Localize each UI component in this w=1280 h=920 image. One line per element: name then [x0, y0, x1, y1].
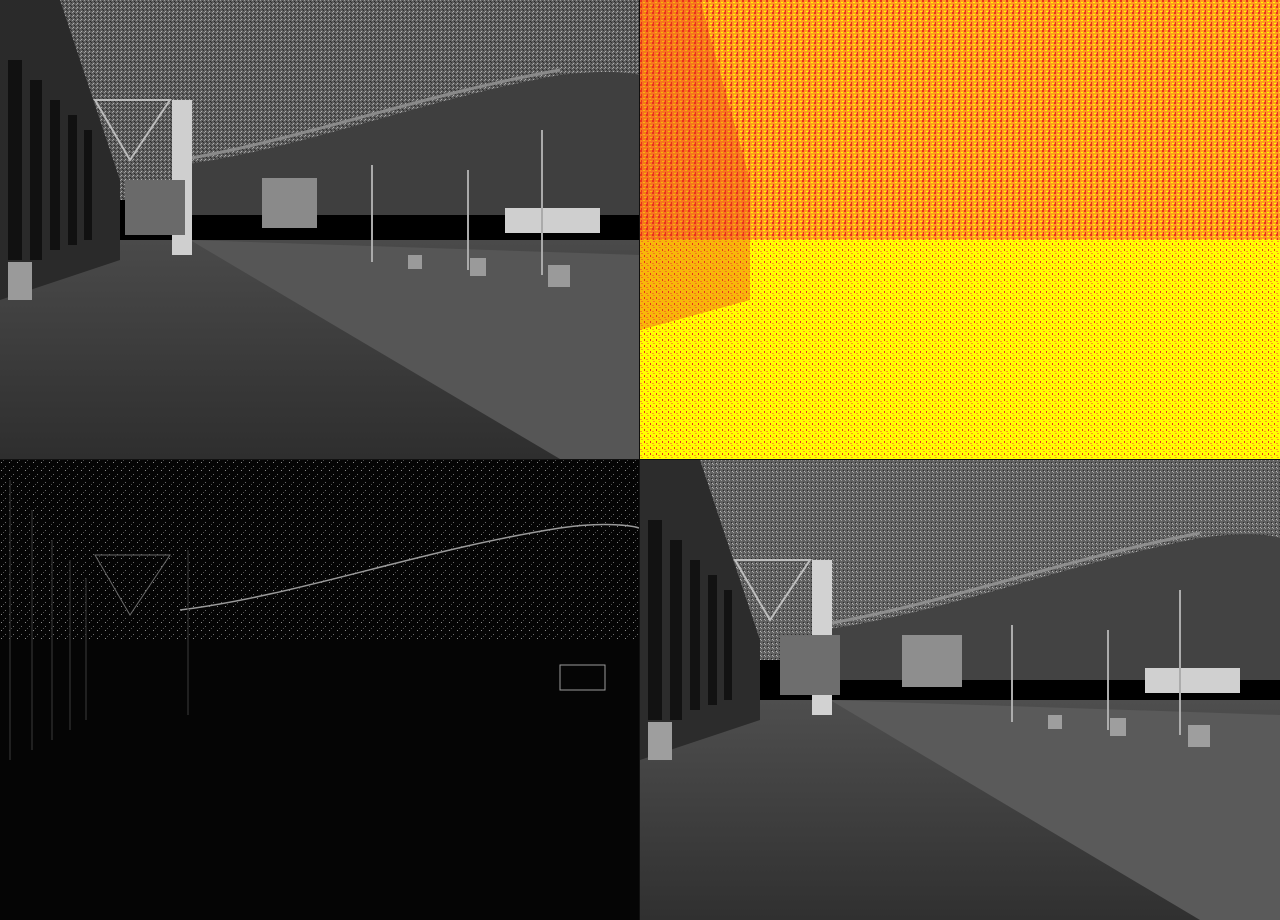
divider-horizontal-left	[0, 459, 639, 460]
divider-vertical-top	[639, 0, 640, 459]
heat-upper	[640, 0, 1280, 260]
panel-top-right-heatmap	[640, 0, 1280, 459]
arcade-edges	[9, 480, 189, 760]
scene-heatmap	[640, 0, 1280, 459]
plaza	[830, 700, 1280, 920]
scene-grayscale-1	[0, 0, 639, 459]
divider-horizontal-center	[639, 459, 640, 460]
plaza	[190, 240, 639, 459]
divider-vertical-bottom	[639, 460, 640, 920]
sky-texture	[0, 460, 639, 640]
panel-bottom-right-grayscale	[640, 460, 1280, 920]
heat-lower	[640, 240, 1280, 459]
panel-bottom-left-edges	[0, 460, 639, 920]
panel-top-left-grayscale	[0, 0, 639, 459]
divider-horizontal-right	[640, 459, 1280, 460]
scene-edges	[0, 460, 639, 920]
scene-grayscale-2	[640, 460, 1280, 920]
hill-edge	[179, 523, 639, 611]
